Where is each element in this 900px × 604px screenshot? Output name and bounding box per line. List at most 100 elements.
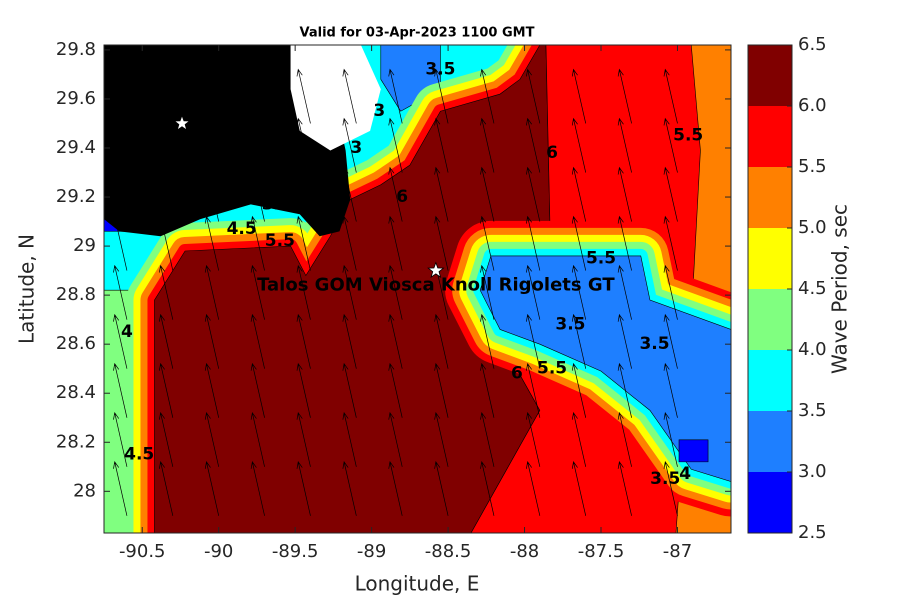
wave-arrow <box>250 411 265 467</box>
wave-arrow <box>250 264 265 320</box>
colorbar-tick-label: 5.0 <box>798 217 827 238</box>
colorbar-tick-label: 6.5 <box>798 34 827 55</box>
wave-arrow <box>480 166 495 222</box>
wave-arrow <box>571 362 587 418</box>
wave-arrow <box>480 68 495 124</box>
wave-arrow <box>342 166 357 222</box>
wave-arrow <box>663 313 678 369</box>
wave-arrow <box>480 362 495 418</box>
wave-arrow <box>204 362 220 418</box>
wave-arrow <box>159 117 174 173</box>
wave-arrow <box>480 461 495 516</box>
wave-arrow <box>250 166 265 222</box>
wave-arrow <box>342 68 357 124</box>
colorbar-tick-label: 2.5 <box>798 522 827 543</box>
wave-arrow <box>296 313 311 369</box>
y-tick-label: 29.4 <box>56 137 96 158</box>
wave-arrow <box>571 117 587 173</box>
colorbar-tick-label: 4.0 <box>798 339 827 360</box>
wave-arrow <box>113 264 128 320</box>
y-tick-label: 29.2 <box>56 186 96 207</box>
wave-arrow <box>434 411 449 467</box>
colorbar-swatch <box>748 472 792 533</box>
wave-arrow <box>342 313 357 369</box>
wave-arrow <box>480 264 495 320</box>
colorbar-label: Wave Period, sec <box>828 204 852 374</box>
contour-region <box>678 439 709 463</box>
wave-arrow <box>526 264 541 320</box>
wave-arrow <box>571 215 587 271</box>
wave-arrow <box>526 166 541 222</box>
wave-arrow <box>663 117 678 173</box>
wave-arrow <box>526 411 541 467</box>
station-label: Talos GOM Viosca Knoll Rigolets GT <box>257 275 615 296</box>
wave-arrow <box>617 362 632 418</box>
wave-arrow <box>388 264 403 320</box>
wave-arrow <box>296 362 311 418</box>
wave-arrow <box>296 461 311 516</box>
wave-arrow <box>480 117 495 173</box>
contour-label: 6 <box>511 364 523 384</box>
colorbar-swatch <box>748 411 792 472</box>
x-tick-label: -90.5 <box>119 541 166 562</box>
wave-arrow <box>388 68 403 124</box>
x-tick-label: -88 <box>510 541 539 562</box>
wave-arrow <box>159 362 174 418</box>
wave-arrow <box>617 68 632 124</box>
wave-arrow <box>159 411 174 467</box>
contour-label: 6 <box>546 143 558 163</box>
wave-arrow <box>617 215 632 271</box>
wave-arrow <box>204 117 220 173</box>
contour-label: 4.5 <box>227 219 257 239</box>
plot-area: 3.533 65.53.54.55.565.53.55.563.544.543.5… <box>104 45 731 533</box>
contour-label: 4.5 <box>124 445 154 465</box>
wave-arrow <box>250 313 265 369</box>
contour-label: 3 <box>373 101 385 121</box>
y-tick-label: 29.6 <box>56 88 96 109</box>
wave-arrow <box>204 68 220 124</box>
wave-arrow <box>526 117 541 173</box>
wave-arrow <box>434 68 449 124</box>
wave-arrow <box>342 362 357 418</box>
x-tick-label: -87 <box>663 541 692 562</box>
wave-arrow <box>526 215 541 271</box>
wave-arrow <box>571 411 587 467</box>
wave-arrow <box>296 117 311 173</box>
wave-arrow <box>434 215 449 271</box>
wave-arrow <box>250 68 265 124</box>
wave-arrow <box>159 68 174 124</box>
wave-arrow <box>571 166 587 222</box>
wave-arrow <box>204 411 220 467</box>
wave-arrow <box>342 117 357 173</box>
wave-arrow <box>342 411 357 467</box>
y-tick-label: 28.4 <box>56 382 96 403</box>
wave-arrow <box>434 166 449 222</box>
wave-arrow <box>526 362 541 418</box>
wave-arrow <box>159 215 174 271</box>
colorbar-swatch <box>748 45 792 106</box>
wave-arrow <box>571 461 587 516</box>
station-star <box>427 261 445 279</box>
wave-arrow <box>480 313 495 369</box>
wave-arrow <box>159 461 174 516</box>
wave-arrow <box>250 461 265 516</box>
wave-arrow <box>663 215 678 271</box>
y-tick-label: 28 <box>73 480 96 501</box>
wave-arrow <box>113 461 128 516</box>
wave-arrow <box>617 313 632 369</box>
x-tick-label: -87.5 <box>578 541 625 562</box>
y-axis-label: Latitude, N <box>15 234 39 344</box>
wave-arrow <box>663 411 678 467</box>
contour-label: 4 <box>679 464 691 484</box>
wave-arrow <box>204 313 220 369</box>
wave-arrow <box>159 264 174 320</box>
wave-arrow <box>663 264 678 320</box>
wave-arrow <box>571 68 587 124</box>
wave-arrow <box>617 461 632 516</box>
x-tick-label: -88.5 <box>425 541 472 562</box>
wave-arrow <box>159 166 174 222</box>
wave-arrow <box>296 215 311 271</box>
wave-arrow <box>434 461 449 516</box>
wave-arrow <box>480 215 495 271</box>
